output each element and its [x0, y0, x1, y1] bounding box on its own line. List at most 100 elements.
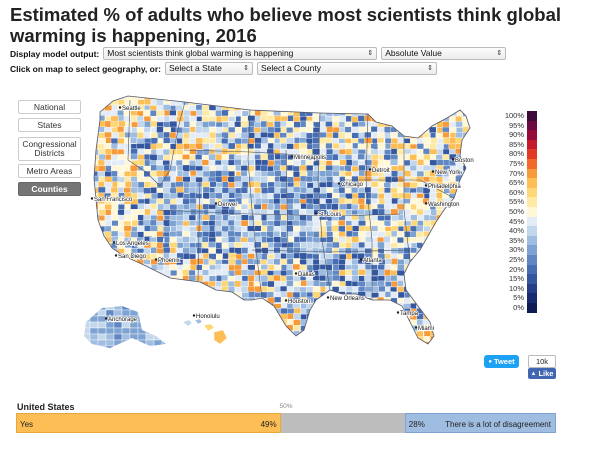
county[interactable]: [449, 280, 457, 287]
county[interactable]: [195, 126, 203, 134]
county[interactable]: [247, 138, 256, 145]
county[interactable]: [358, 302, 367, 309]
county[interactable]: [247, 153, 255, 161]
county[interactable]: [240, 132, 249, 139]
county[interactable]: [266, 121, 274, 128]
county[interactable]: [98, 264, 106, 271]
county[interactable]: [338, 329, 346, 337]
county[interactable]: [352, 225, 360, 232]
county[interactable]: [97, 94, 106, 101]
county[interactable]: [416, 104, 424, 111]
county[interactable]: [117, 280, 125, 287]
county[interactable]: [442, 94, 450, 100]
county[interactable]: [227, 313, 235, 320]
county[interactable]: [345, 230, 353, 238]
county[interactable]: [338, 220, 346, 227]
county[interactable]: [104, 142, 112, 149]
county[interactable]: [273, 95, 282, 101]
county[interactable]: [261, 325, 269, 332]
county[interactable]: [410, 104, 419, 112]
county[interactable]: [273, 336, 283, 343]
county[interactable]: [325, 341, 334, 348]
county[interactable]: [468, 187, 476, 195]
county[interactable]: [430, 297, 438, 305]
county[interactable]: [391, 258, 399, 265]
county[interactable]: [105, 327, 115, 335]
county[interactable]: [267, 175, 276, 183]
county[interactable]: [377, 208, 385, 216]
county[interactable]: [325, 335, 334, 342]
county[interactable]: [260, 94, 269, 101]
county[interactable]: [97, 237, 105, 243]
county[interactable]: [449, 297, 457, 304]
county[interactable]: [176, 280, 185, 288]
county[interactable]: [92, 220, 99, 227]
county[interactable]: [383, 104, 391, 111]
county[interactable]: [442, 336, 451, 343]
county[interactable]: [345, 286, 354, 293]
county[interactable]: [332, 308, 340, 315]
county[interactable]: [332, 340, 341, 347]
county[interactable]: [130, 131, 139, 139]
county[interactable]: [326, 104, 334, 112]
county[interactable]: [234, 269, 242, 276]
county[interactable]: [227, 230, 236, 237]
county[interactable]: [377, 307, 386, 315]
county[interactable]: [260, 175, 268, 183]
county[interactable]: [338, 247, 346, 254]
county[interactable]: [222, 181, 230, 188]
county[interactable]: [104, 291, 113, 298]
county[interactable]: [261, 341, 269, 348]
county[interactable]: [352, 104, 361, 112]
county[interactable]: [202, 286, 210, 293]
county[interactable]: [325, 302, 334, 309]
county[interactable]: [97, 345, 107, 352]
county[interactable]: [156, 231, 165, 238]
county[interactable]: [286, 192, 295, 199]
county[interactable]: [208, 275, 217, 282]
county[interactable]: [371, 341, 379, 348]
county[interactable]: [143, 297, 151, 305]
county[interactable]: [162, 286, 171, 293]
county[interactable]: [214, 99, 223, 106]
county[interactable]: [121, 339, 131, 347]
county[interactable]: [423, 115, 432, 123]
county[interactable]: [117, 275, 126, 282]
county[interactable]: [156, 313, 165, 321]
county[interactable]: [377, 104, 385, 112]
county[interactable]: [300, 105, 308, 112]
county[interactable]: [98, 286, 107, 294]
county[interactable]: [449, 236, 458, 243]
county[interactable]: [266, 115, 274, 123]
county[interactable]: [338, 341, 347, 347]
county[interactable]: [188, 274, 197, 282]
county[interactable]: [156, 302, 164, 310]
county[interactable]: [98, 148, 106, 155]
county[interactable]: [318, 230, 327, 238]
county[interactable]: [137, 315, 147, 323]
county[interactable]: [455, 236, 463, 244]
county[interactable]: [344, 325, 354, 332]
county[interactable]: [456, 214, 465, 222]
county[interactable]: [195, 186, 203, 194]
county[interactable]: [312, 104, 320, 112]
county[interactable]: [292, 219, 301, 227]
county[interactable]: [293, 225, 301, 233]
county[interactable]: [156, 99, 164, 107]
county[interactable]: [345, 347, 353, 353]
county[interactable]: [208, 170, 217, 178]
county[interactable]: [306, 335, 315, 343]
county[interactable]: [435, 335, 444, 343]
county[interactable]: [241, 325, 250, 332]
county[interactable]: [443, 347, 450, 353]
county[interactable]: [422, 252, 430, 260]
county[interactable]: [104, 171, 112, 178]
county[interactable]: [156, 142, 164, 149]
county[interactable]: [274, 99, 282, 107]
county[interactable]: [436, 303, 444, 310]
county[interactable]: [163, 94, 171, 100]
county[interactable]: [442, 264, 451, 272]
county[interactable]: [397, 154, 405, 161]
county[interactable]: [248, 99, 256, 106]
county[interactable]: [305, 209, 314, 216]
